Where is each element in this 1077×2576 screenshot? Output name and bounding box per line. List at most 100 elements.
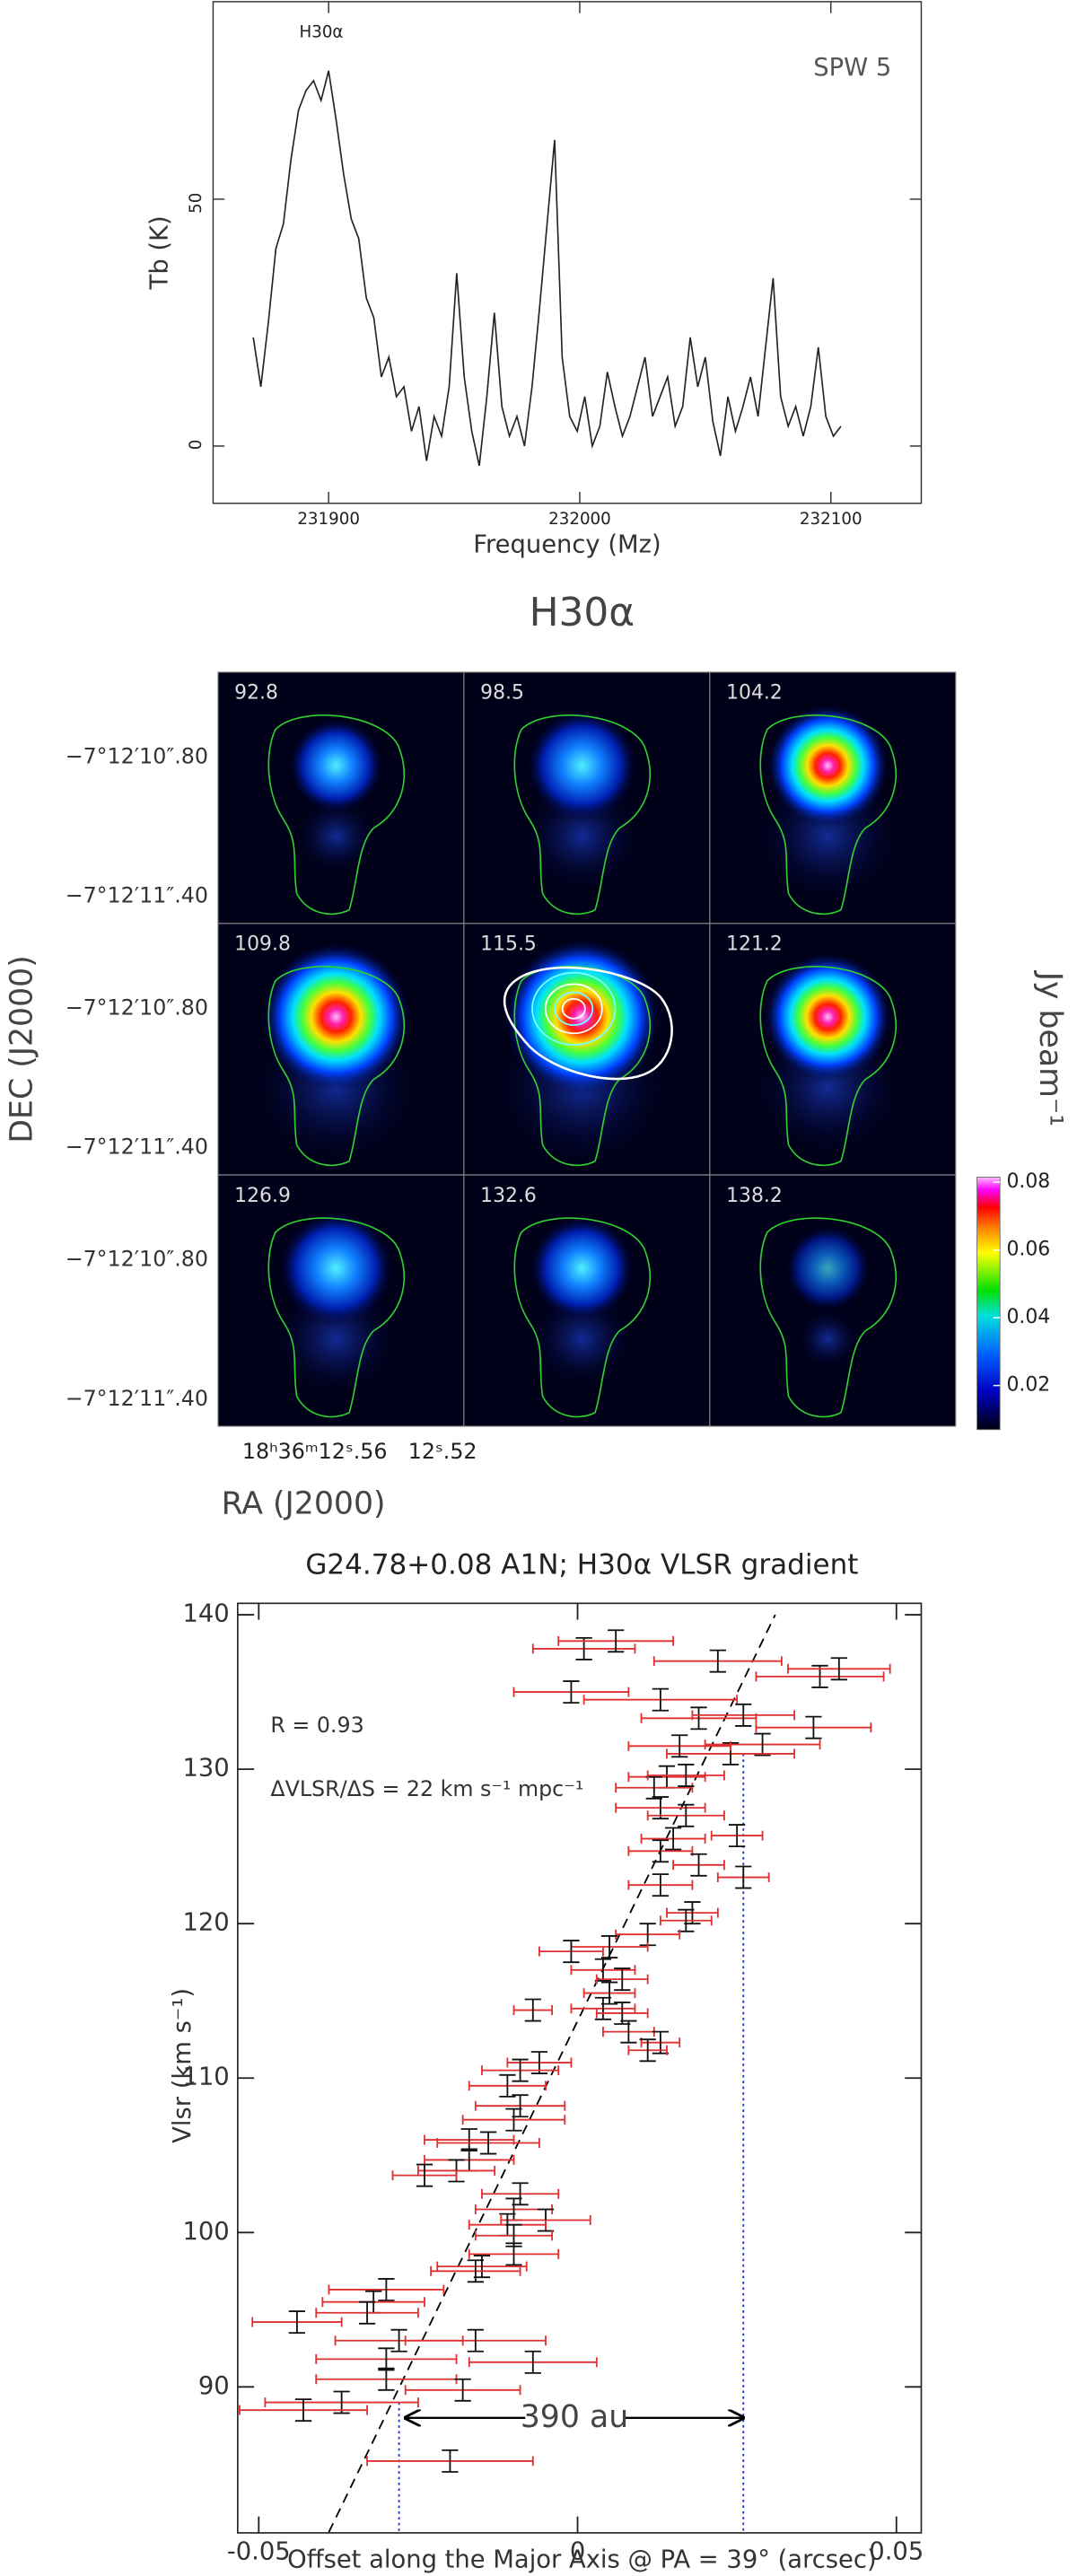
- y-error-bar: [467, 2328, 484, 2353]
- arrow-label: 390 au: [521, 2399, 628, 2435]
- green-contour: [513, 1217, 651, 1418]
- x-tick-label: 231900: [297, 510, 360, 529]
- channel-velocity: 98.5: [480, 682, 524, 705]
- x-tick-label: 232100: [800, 510, 862, 529]
- channel-velocity: 138.2: [726, 1185, 783, 1207]
- colorbar-tick-label: 0.04: [1006, 1306, 1050, 1328]
- green-contour: [513, 966, 651, 1167]
- channel-velocity: 109.8: [234, 933, 291, 956]
- y-error-bar: [294, 2398, 312, 2423]
- y-error-bar: [735, 1703, 752, 1727]
- y-error-bar: [416, 2163, 433, 2187]
- colorbar-tick-label: 0.08: [1006, 1170, 1050, 1193]
- y-error-bar: [652, 1687, 670, 1712]
- emission-peak: [784, 1224, 871, 1312]
- x-tick-label: -0.05: [227, 2537, 291, 2565]
- colorbar-tick-label: 0.06: [1006, 1239, 1050, 1261]
- y-error-bar: [600, 1981, 618, 2005]
- y-error-bar: [678, 1764, 695, 1787]
- x-tick-label: 0: [570, 2537, 585, 2565]
- y-error-bar: [754, 1732, 771, 1757]
- y-tick-label: 90: [198, 2372, 230, 2400]
- y-error-bar: [505, 2242, 522, 2266]
- green-contour: [513, 714, 651, 916]
- chart-title: G24.78+0.08 A1N; H30α VLSR gradient: [305, 1548, 858, 1581]
- y-tick-label: 100: [182, 2218, 229, 2246]
- extended-emission: [795, 1308, 861, 1371]
- emission-peak: [503, 938, 661, 1096]
- spectrum-line: [252, 70, 842, 467]
- y-error-bar: [512, 2182, 529, 2206]
- y-error-bar: [652, 1839, 670, 1863]
- plot-frame: [237, 1602, 923, 2534]
- ra-tick-label: 12ˢ.52: [408, 1439, 477, 1464]
- dec-tick-label: −7°12′11″.40: [66, 883, 208, 908]
- dec-tick-label: −7°12′11″.40: [66, 1135, 208, 1160]
- y-error-bar: [639, 2038, 656, 2063]
- y-tick-label: 110: [182, 2063, 229, 2091]
- x-tick-label: 232000: [548, 510, 611, 529]
- y-error-bar: [594, 1996, 612, 2020]
- y-axis-label: Vlsr (km s⁻¹): [169, 1988, 197, 2143]
- inner-contour: [531, 971, 617, 1046]
- emission-peak: [278, 1211, 394, 1327]
- emission-peak: [261, 942, 411, 1092]
- channel-panel: 121.2: [709, 923, 957, 1176]
- y-error-bar: [524, 2350, 541, 2374]
- channel-velocity: 132.6: [480, 1185, 537, 1207]
- channel-velocity: 104.2: [726, 682, 783, 705]
- colorbar-label: Jy beam⁻¹: [1032, 970, 1068, 1126]
- y-error-bar: [524, 1998, 541, 2022]
- y-error-bar: [473, 2255, 491, 2279]
- y-error-bar: [505, 2107, 522, 2132]
- dec-tick-label: −7°12′10″.80: [66, 994, 208, 1020]
- y-error-bar: [678, 1803, 695, 1827]
- y-axis-label: Tb (K): [145, 215, 173, 290]
- panel-annotation: SPW 5: [813, 54, 891, 82]
- peak-annotation: H30α: [299, 23, 343, 42]
- inner-contour: [561, 997, 586, 1020]
- emission-peak: [288, 718, 384, 813]
- channel-panel: 138.2: [709, 1174, 957, 1427]
- inner-contour: [554, 991, 594, 1027]
- channel-panel: 109.8: [217, 923, 465, 1176]
- emission-peak: [529, 1215, 635, 1321]
- y-error-bar: [378, 2277, 395, 2301]
- y-error-bar: [512, 2094, 529, 2118]
- y-error-bar: [678, 1908, 695, 1932]
- channel-panel: 132.6: [463, 1174, 711, 1427]
- ra-tick-label: 18ʰ36ᵐ12ˢ.56: [242, 1439, 388, 1464]
- channel-velocity: 115.5: [480, 933, 537, 956]
- y-error-bar: [479, 2131, 497, 2155]
- y-error-bar: [709, 1649, 726, 1673]
- y-error-bar: [358, 2300, 376, 2325]
- dec-tick-label: −7°12′10″.80: [66, 743, 208, 768]
- green-contour: [759, 1217, 897, 1418]
- emission-peak: [766, 704, 889, 828]
- map-title: H30α: [530, 590, 635, 635]
- channel-panel: 115.5: [463, 923, 711, 1176]
- y-error-bar: [652, 1873, 670, 1897]
- y-error-bar: [288, 2310, 306, 2335]
- colorbar: [976, 1176, 1001, 1431]
- y-error-bar: [467, 2259, 484, 2283]
- y-error-bar: [671, 1734, 688, 1758]
- inner-contour: [544, 983, 603, 1035]
- y-tick-label: 50: [187, 193, 206, 214]
- x-axis-label: Frequency (Mz): [473, 531, 661, 559]
- green-contour: [267, 966, 406, 1167]
- fit-line: [328, 1614, 776, 2533]
- y-error-bar: [729, 1824, 746, 1848]
- channel-velocity: 121.2: [726, 933, 783, 956]
- y-error-bar: [499, 2073, 516, 2098]
- x-axis-label: RA (J2000): [222, 1486, 386, 1522]
- y-error-bar: [442, 2449, 459, 2473]
- x-tick-label: 0.05: [869, 2537, 924, 2565]
- dec-tick-label: −7°12′11″.40: [66, 1386, 208, 1411]
- y-error-bar: [512, 2058, 529, 2082]
- channel-velocity: 126.9: [234, 1185, 291, 1207]
- emission-peak: [526, 709, 638, 822]
- y-error-bar: [614, 1967, 631, 1992]
- y-tick-label: 0: [187, 440, 206, 451]
